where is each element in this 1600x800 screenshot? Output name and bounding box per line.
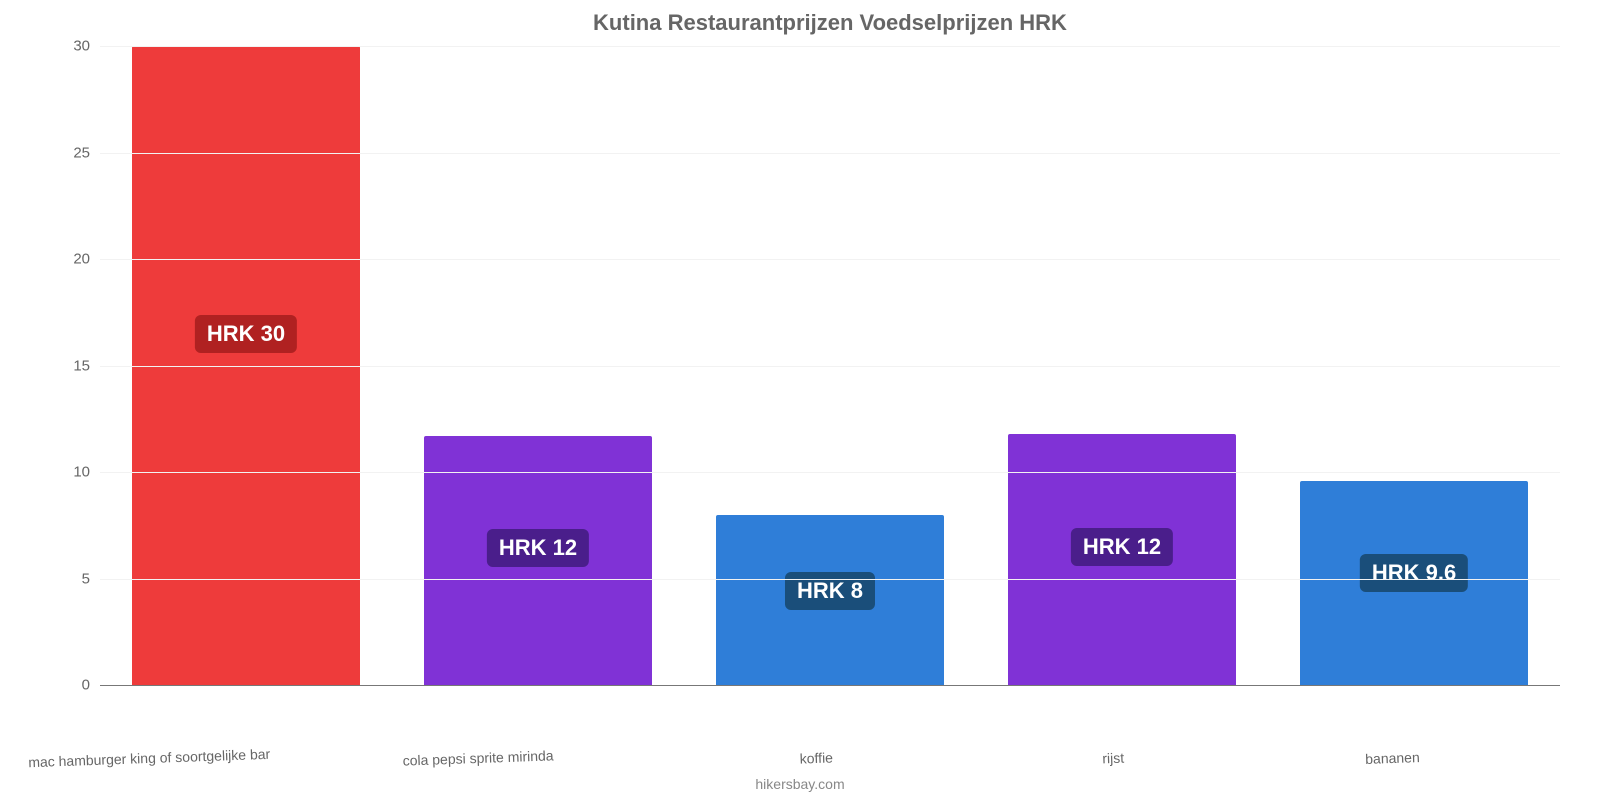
ytick-label: 25: [50, 144, 90, 161]
x-axis-category-label: koffie: [684, 750, 976, 766]
bar: HRK 9.6: [1300, 481, 1528, 685]
bar: HRK 8: [716, 515, 944, 685]
x-axis-category-label: bananen: [1268, 750, 1560, 766]
ytick-label: 10: [50, 464, 90, 481]
x-axis-labels: mac hamburger king of soortgelijke barco…: [100, 750, 1560, 766]
gridline: [100, 259, 1560, 260]
ytick-label: 0: [50, 677, 90, 694]
ytick-label: 30: [50, 38, 90, 55]
bar-value-badge: HRK 9.6: [1360, 554, 1468, 592]
x-axis-category-label: mac hamburger king of soortgelijke bar: [100, 750, 392, 766]
ytick-label: 20: [50, 251, 90, 268]
gridline: [100, 579, 1560, 580]
bar: HRK 12: [424, 436, 652, 685]
chart-title: Kutina Restaurantprijzen Voedselprijzen …: [100, 10, 1560, 36]
x-axis-category-label: cola pepsi sprite mirinda: [392, 750, 684, 766]
price-bar-chart: Kutina Restaurantprijzen Voedselprijzen …: [0, 0, 1600, 800]
gridline: [100, 472, 1560, 473]
bar-value-badge: HRK 30: [195, 315, 297, 353]
bar-value-badge: HRK 12: [1071, 528, 1173, 566]
ytick-label: 15: [50, 357, 90, 374]
bar-value-badge: HRK 12: [487, 529, 589, 567]
plot-area: HRK 30HRK 12HRK 8HRK 12HRK 9.6 051015202…: [100, 46, 1560, 686]
gridline: [100, 46, 1560, 47]
attribution-text: hikersbay.com: [0, 776, 1600, 792]
ytick-label: 5: [50, 570, 90, 587]
gridline: [100, 366, 1560, 367]
gridline: [100, 153, 1560, 154]
x-axis-category-label: rijst: [976, 750, 1268, 766]
